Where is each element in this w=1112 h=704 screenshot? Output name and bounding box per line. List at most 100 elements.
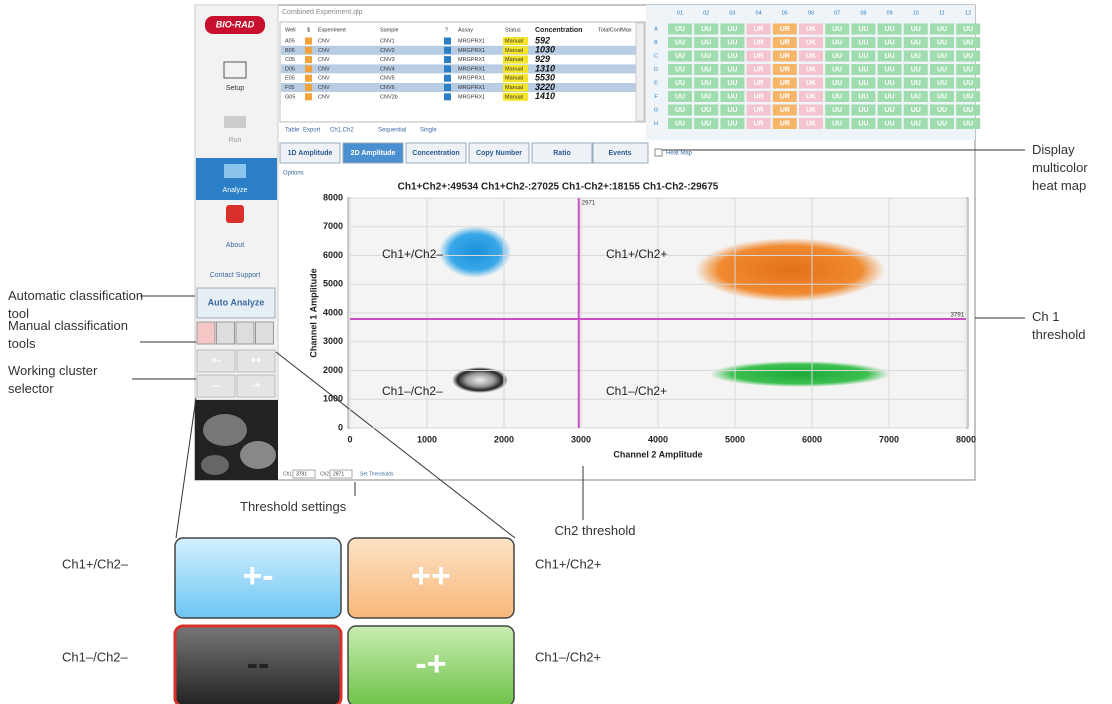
plate-well[interactable] (668, 37, 692, 48)
plate-well[interactable] (956, 91, 981, 102)
well-label[interactable]: UU (937, 39, 947, 46)
well-label[interactable]: UK (806, 107, 816, 114)
plate-well[interactable] (825, 37, 850, 48)
cluster-button-label[interactable]: +- (211, 356, 220, 367)
tool-button[interactable] (196, 321, 216, 345)
well-label[interactable]: UK (806, 39, 816, 46)
threshold-input[interactable]: 2971 (333, 471, 344, 477)
well-label[interactable]: UU (727, 39, 737, 46)
plate-well[interactable] (720, 50, 745, 62)
well-label[interactable]: UU (911, 107, 921, 114)
well-label[interactable]: UK (806, 26, 816, 33)
plate-well[interactable] (799, 64, 823, 75)
tab-label[interactable]: 2D Amplitude (351, 150, 396, 157)
well-label[interactable]: UU (727, 26, 737, 33)
well-label[interactable]: UU (701, 26, 711, 33)
plate-well[interactable] (903, 50, 928, 62)
tool-button[interactable] (255, 321, 274, 345)
well-label[interactable]: UR (754, 93, 764, 100)
cluster-button[interactable] (196, 349, 236, 373)
well-label[interactable]: UU (911, 66, 921, 73)
well-label[interactable]: UU (885, 120, 895, 127)
nav-label[interactable]: Contact Support (210, 272, 261, 279)
control[interactable]: Ch1,Ch2 (330, 128, 354, 134)
well-label[interactable]: UR (780, 53, 790, 60)
well-label[interactable]: UU (727, 107, 737, 114)
tab-label[interactable]: Events (609, 150, 632, 157)
plate-well[interactable] (720, 37, 745, 48)
plate-well[interactable] (851, 23, 876, 35)
plate-well[interactable] (772, 104, 797, 116)
cluster-button[interactable] (236, 374, 276, 398)
plate-well[interactable] (903, 64, 928, 75)
plate-well[interactable] (668, 91, 692, 102)
input[interactable] (292, 469, 316, 479)
plate-well[interactable] (694, 50, 719, 62)
plate-well[interactable] (877, 77, 902, 89)
plate-well[interactable] (668, 104, 692, 116)
well-label[interactable]: UU (858, 26, 868, 33)
well-label[interactable]: UU (963, 66, 973, 73)
plate-well[interactable] (825, 104, 850, 116)
well-label[interactable]: UR (754, 66, 764, 73)
plate-well[interactable] (668, 77, 692, 89)
link-button[interactable]: Set Thresholds (360, 471, 394, 477)
well-label[interactable]: UU (937, 80, 947, 87)
cluster-button-label[interactable]: ++ (411, 557, 451, 595)
plate-well[interactable] (694, 37, 719, 48)
well-label[interactable]: UU (858, 93, 868, 100)
plate-well[interactable] (694, 77, 719, 89)
well-label[interactable]: UU (963, 53, 973, 60)
plate-well[interactable] (930, 118, 954, 129)
well-label[interactable]: UU (963, 39, 973, 46)
well-label[interactable]: UU (675, 93, 685, 100)
well-label[interactable]: UU (911, 53, 921, 60)
well-label[interactable]: UU (675, 107, 685, 114)
well-label[interactable]: UU (832, 120, 842, 127)
plate-well[interactable] (930, 77, 954, 89)
plate-well[interactable] (956, 64, 981, 75)
plate-well[interactable] (772, 118, 797, 129)
well-label[interactable]: UU (675, 120, 685, 127)
plate-well[interactable] (746, 37, 771, 48)
plate-well[interactable] (799, 91, 823, 102)
tab[interactable] (342, 142, 404, 164)
tab-label[interactable]: Copy Number (476, 150, 522, 157)
cluster-button-large[interactable] (347, 537, 515, 619)
well-label[interactable]: UR (780, 66, 790, 73)
control[interactable]: Table (285, 128, 300, 134)
well-label[interactable]: UR (754, 80, 764, 87)
well-label[interactable]: UR (780, 26, 790, 33)
well-label[interactable]: UR (754, 39, 764, 46)
plate-well[interactable] (877, 37, 902, 48)
cluster-button-label[interactable]: -+ (251, 381, 260, 392)
well-label[interactable]: UU (885, 80, 895, 87)
well-label[interactable]: UU (963, 107, 973, 114)
plate-well[interactable] (825, 77, 850, 89)
well-label[interactable]: UU (885, 107, 895, 114)
plate-well[interactable] (720, 104, 745, 116)
well-label[interactable]: UU (675, 66, 685, 73)
plate-well[interactable] (772, 50, 797, 62)
well-label[interactable]: UK (806, 66, 816, 73)
plate-well[interactable] (694, 104, 719, 116)
well-label[interactable]: UU (963, 120, 973, 127)
well-label[interactable]: UU (911, 26, 921, 33)
plate-well[interactable] (694, 64, 719, 75)
plate-well[interactable] (851, 104, 876, 116)
well-label[interactable]: UU (858, 80, 868, 87)
plate-well[interactable] (799, 50, 823, 62)
well-label[interactable]: UU (911, 80, 921, 87)
cluster-button[interactable] (236, 349, 276, 373)
cluster-button-label[interactable]: -- (247, 645, 270, 683)
plate-well[interactable] (746, 118, 771, 129)
plate-well[interactable] (956, 118, 981, 129)
well-label[interactable]: UU (885, 26, 895, 33)
plate-well[interactable] (956, 50, 981, 62)
well-label[interactable]: UR (780, 39, 790, 46)
tab-label[interactable]: 1D Amplitude (288, 150, 333, 157)
tab[interactable] (531, 142, 593, 164)
plate-well[interactable] (956, 23, 981, 35)
well-label[interactable]: UU (727, 93, 737, 100)
well-label[interactable]: UU (701, 107, 711, 114)
